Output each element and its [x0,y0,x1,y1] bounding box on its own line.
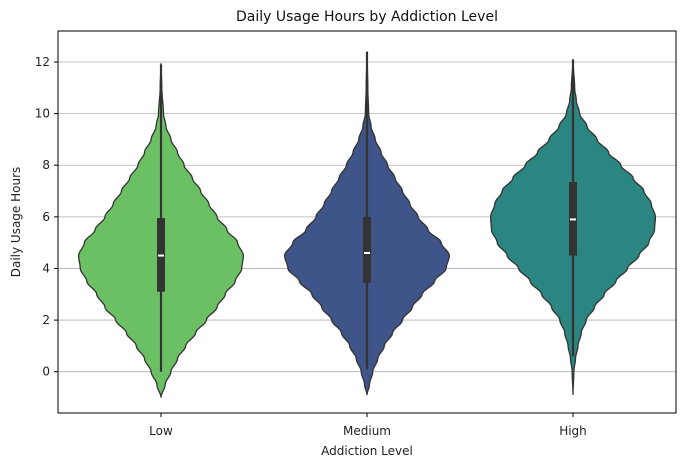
y-tick-label-8: 8 [42,158,50,172]
violin-high [489,59,657,395]
y-tick-label-0: 0 [42,365,50,379]
x-tick-label-low: Low [149,424,173,438]
x-tick-label-high: High [559,424,587,438]
y-axis-label: Daily Usage Hours [9,167,23,278]
x-axis: Low Medium High [149,413,587,438]
y-tick-label-12: 12 [35,55,50,69]
y-tick-label-4: 4 [42,261,50,275]
violin-iqr-box-medium [363,216,371,283]
y-tick-label-2: 2 [42,313,50,327]
y-tick-label-10: 10 [35,107,50,121]
violins [77,51,657,398]
y-tick-label-6: 6 [42,210,50,224]
chart-title: Daily Usage Hours by Addiction Level [236,9,498,25]
x-tick-label-medium: Medium [343,424,391,438]
violin-low [77,63,245,398]
violin-medium [283,51,451,396]
y-axis: 0 2 4 6 8 10 12 [35,55,58,379]
x-axis-label: Addiction Level [321,444,413,458]
